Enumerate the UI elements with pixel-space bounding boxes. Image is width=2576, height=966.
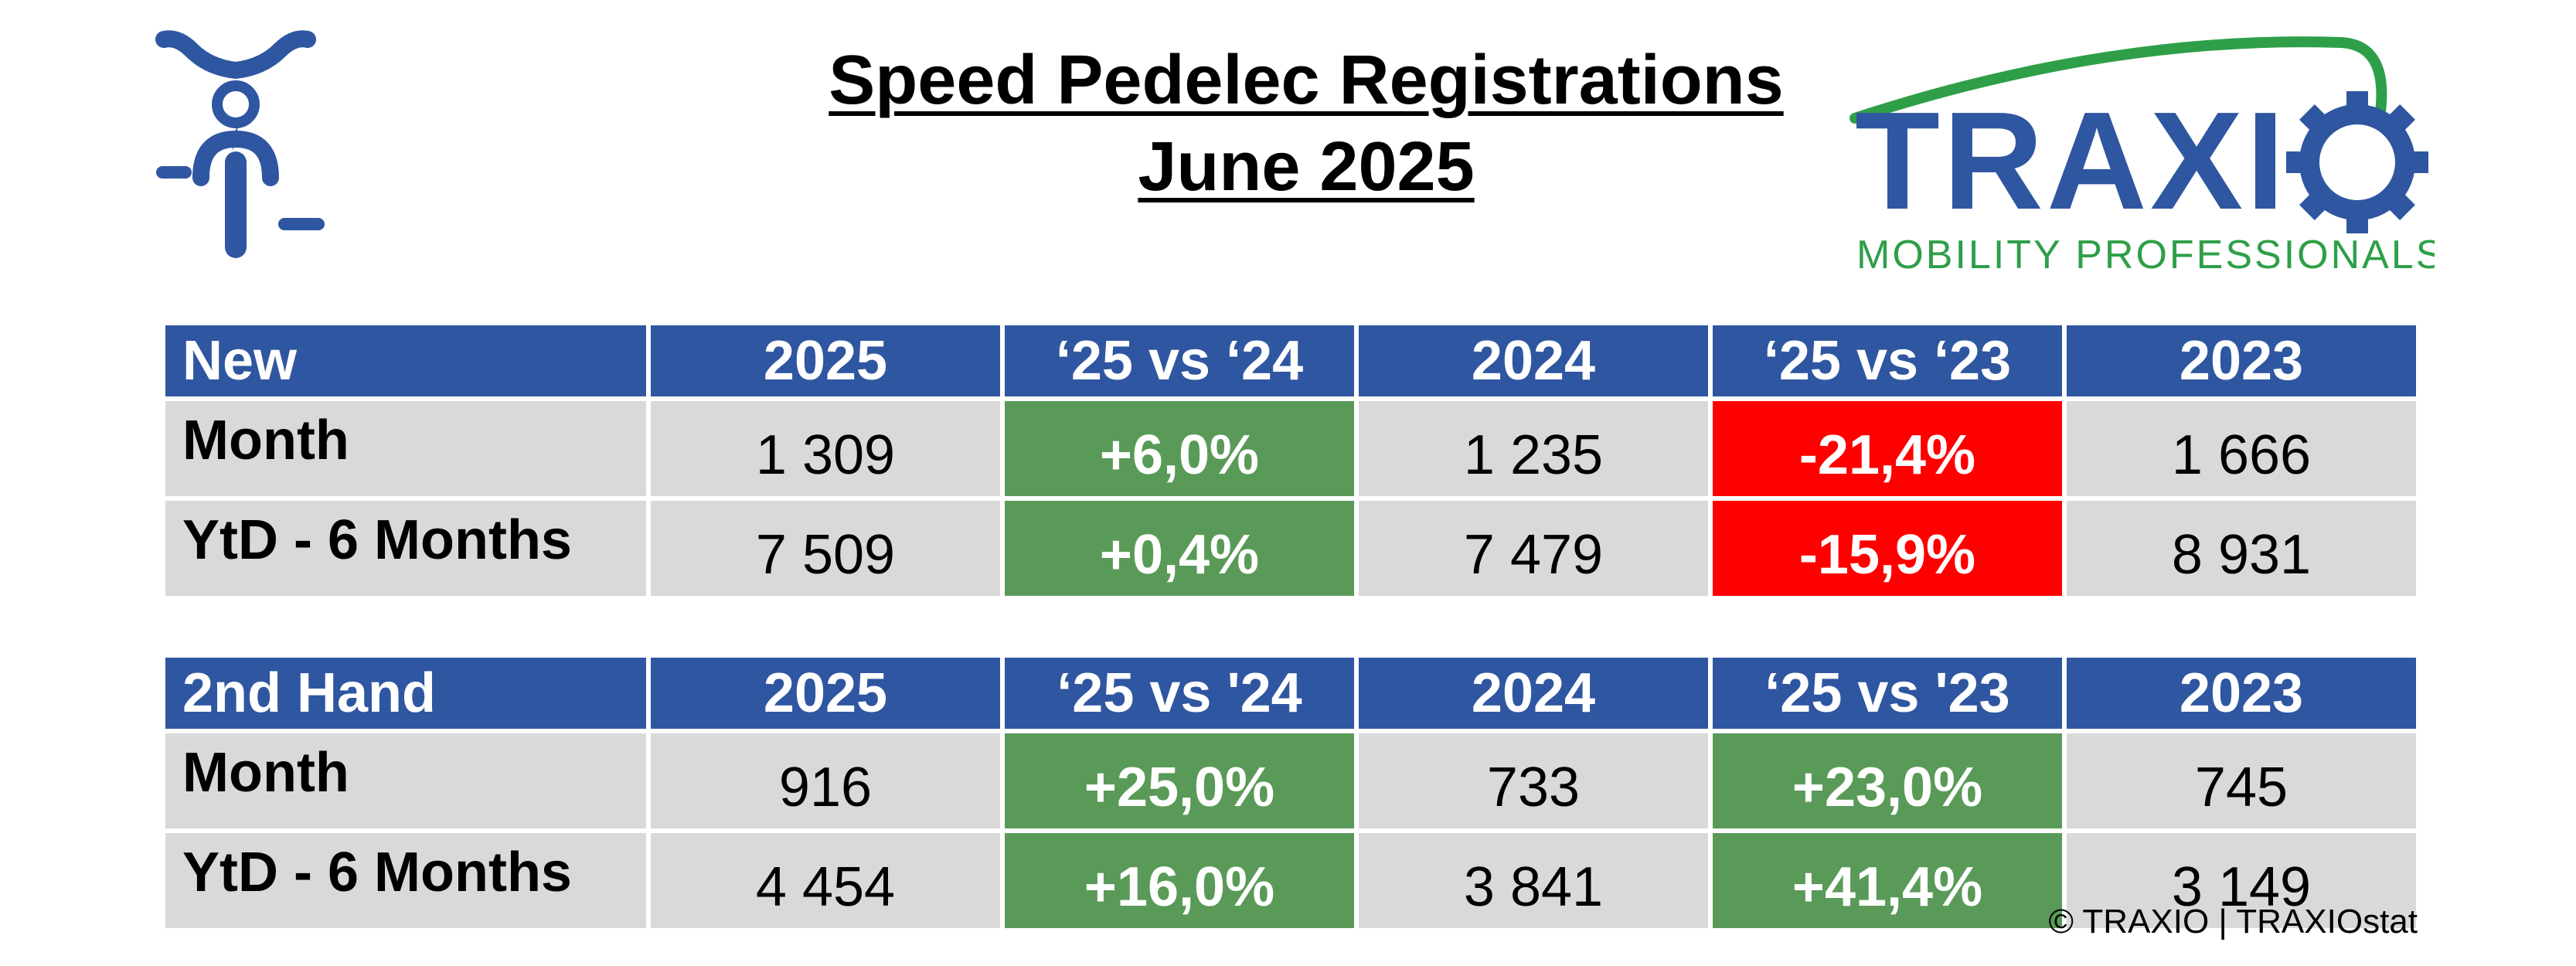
header-category: 2nd Hand [161, 653, 651, 733]
change-vs-24: +0,4% [1000, 496, 1359, 600]
header-2024: 2024 [1354, 653, 1713, 733]
svg-text:MOBILITY PROFESSIONALS: MOBILITY PROFESSIONALS [1856, 233, 2435, 274]
value-2025: 1 309 [646, 396, 1005, 501]
value-2025: 7 509 [646, 496, 1005, 600]
logo-swoosh [1849, 36, 2387, 124]
row-label: YtD - 6 Months [161, 828, 651, 933]
header-2024: 2024 [1354, 321, 1713, 401]
change-vs-24: +25,0% [1000, 729, 1359, 833]
row-label: YtD - 6 Months [161, 496, 651, 600]
header-vs-24: ‘25 vs ‘24 [1000, 321, 1359, 401]
header-2023: 2023 [2062, 321, 2421, 401]
header-category: New [161, 321, 651, 401]
value-2024: 1 235 [1354, 396, 1713, 501]
change-vs-23: -21,4% [1708, 396, 2067, 501]
value-2025: 916 [646, 729, 1005, 833]
change-vs-24: +16,0% [1000, 828, 1359, 933]
table-header-row: 2nd Hand 2025 ‘25 vs '24 2024 ‘25 vs '23… [161, 653, 2421, 733]
second-hand-registrations-table: 2nd Hand 2025 ‘25 vs '24 2024 ‘25 vs '23… [161, 653, 2421, 933]
header-vs-23: ‘25 vs '23 [1708, 653, 2067, 733]
value-2023: 3 149 [2062, 828, 2421, 933]
value-2023: 1 666 [2062, 396, 2421, 501]
change-vs-23: +41,4% [1708, 828, 2067, 933]
value-2025: 4 454 [646, 828, 1005, 933]
speed-pedelec-rider-icon [155, 30, 325, 258]
table-row: Month 1 309 +6,0% 1 235 -21,4% 1 666 [161, 396, 2421, 501]
change-vs-23: -15,9% [1708, 496, 2067, 600]
header-vs-23: ‘25 vs ‘23 [1708, 321, 2067, 401]
title-line-2: June 2025 [1138, 128, 1475, 206]
value-2024: 733 [1354, 729, 1713, 833]
table-row: Month 916 +25,0% 733 +23,0% 745 [161, 729, 2421, 833]
gear-icon [2286, 91, 2428, 233]
header-2025: 2025 [646, 653, 1005, 733]
change-vs-23: +23,0% [1708, 729, 2067, 833]
change-vs-24: +6,0% [1000, 396, 1359, 501]
page-title: Speed Pedelec Registrations June 2025 [696, 37, 1917, 210]
table-header-row: New 2025 ‘25 vs ‘24 2024 ‘25 vs ‘23 2023 [161, 321, 2421, 401]
copyright-notice: © TRAXIO | TRAXIOstat [2048, 903, 2418, 940]
svg-text:TRAXI: TRAXI [1855, 83, 2288, 239]
table-row: YtD - 6 Months 7 509 +0,4% 7 479 -15,9% … [161, 496, 2421, 600]
value-2023: 745 [2062, 729, 2421, 833]
table-row: YtD - 6 Months 4 454 +16,0% 3 841 +41,4%… [161, 828, 2421, 933]
row-label: Month [161, 729, 651, 833]
value-2023: 8 931 [2062, 496, 2421, 600]
header-2023: 2023 [2062, 653, 2421, 733]
value-2024: 3 841 [1354, 828, 1713, 933]
traxio-logo: TRAXI MOBILITY PROFESSIONALS [1849, 36, 2435, 274]
new-registrations-table: New 2025 ‘25 vs ‘24 2024 ‘25 vs ‘23 2023… [161, 321, 2421, 600]
title-line-1: Speed Pedelec Registrations [829, 42, 1784, 119]
value-2024: 7 479 [1354, 496, 1713, 600]
row-label: Month [161, 396, 651, 501]
header-vs-24: ‘25 vs '24 [1000, 653, 1359, 733]
header-2025: 2025 [646, 321, 1005, 401]
